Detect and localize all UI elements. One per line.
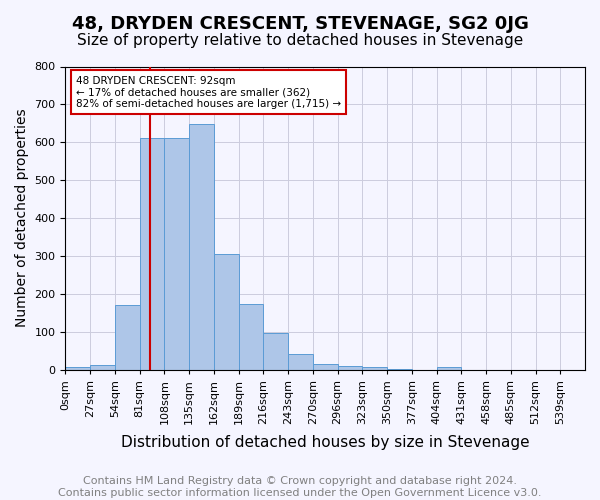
Bar <box>214 254 239 370</box>
Text: 48 DRYDEN CRESCENT: 92sqm
← 17% of detached houses are smaller (362)
82% of semi: 48 DRYDEN CRESCENT: 92sqm ← 17% of detac… <box>76 76 341 109</box>
Bar <box>313 364 338 370</box>
Text: Size of property relative to detached houses in Stevenage: Size of property relative to detached ho… <box>77 32 523 48</box>
Bar <box>263 332 288 370</box>
Bar <box>437 367 461 370</box>
Bar <box>362 367 387 370</box>
Text: Contains HM Land Registry data © Crown copyright and database right 2024.
Contai: Contains HM Land Registry data © Crown c… <box>58 476 542 498</box>
Y-axis label: Number of detached properties: Number of detached properties <box>15 109 29 328</box>
Bar <box>189 124 214 370</box>
Bar <box>65 367 90 370</box>
Bar <box>288 354 313 370</box>
Bar <box>239 304 263 370</box>
Bar <box>164 138 189 370</box>
Bar <box>140 138 164 370</box>
Bar <box>90 366 115 370</box>
Text: 48, DRYDEN CRESCENT, STEVENAGE, SG2 0JG: 48, DRYDEN CRESCENT, STEVENAGE, SG2 0JG <box>71 15 529 33</box>
Bar <box>338 366 362 370</box>
X-axis label: Distribution of detached houses by size in Stevenage: Distribution of detached houses by size … <box>121 435 530 450</box>
Bar <box>115 304 140 370</box>
Bar <box>387 368 412 370</box>
